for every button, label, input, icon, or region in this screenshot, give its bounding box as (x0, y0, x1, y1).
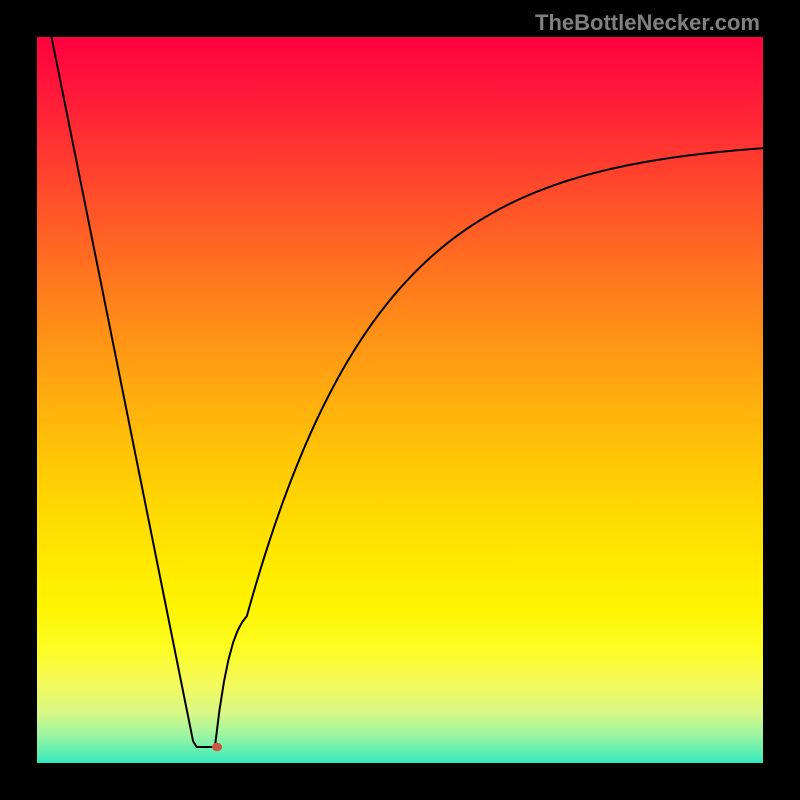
watermark-text: TheBottleNecker.com (535, 10, 760, 36)
plot-svg (37, 37, 763, 763)
optimum-marker (212, 743, 222, 752)
gradient-background (37, 37, 763, 763)
plot-area (37, 37, 763, 763)
